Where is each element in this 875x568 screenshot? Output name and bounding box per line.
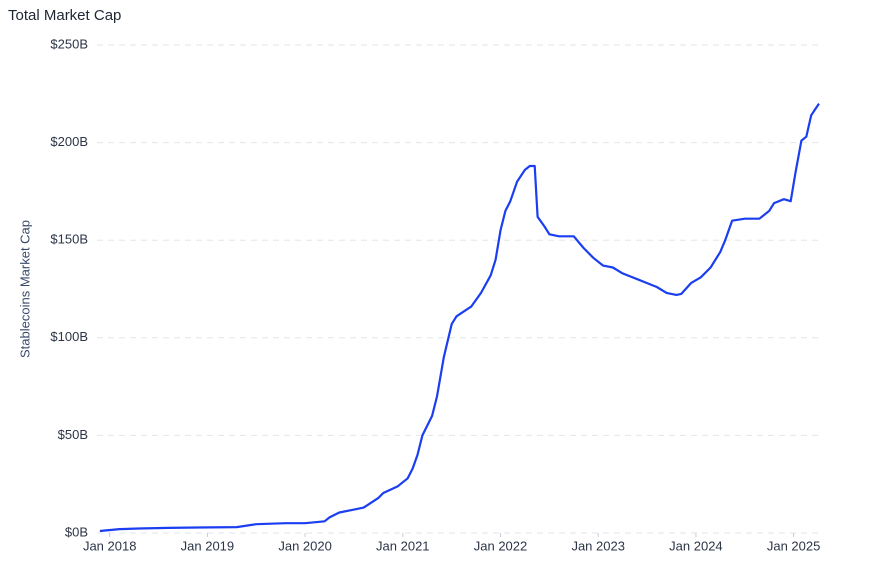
chart-title: Total Market Cap [8,7,121,24]
y-tick-label: $50B [58,427,88,442]
x-tick-label: Jan 2018 [83,538,137,553]
x-tick-label: Jan 2019 [181,538,235,553]
y-tick-label: $100B [50,329,88,344]
y-axis-title: Stablecoins Market Cap [17,220,32,358]
x-tick-label: Jan 2022 [474,538,528,553]
y-tick-label: $0B [65,524,88,539]
x-tick-label: Jan 2023 [571,538,625,553]
x-tick-label: Jan 2024 [669,538,723,553]
y-tick-label: $250B [50,36,88,51]
y-tick-label: $200B [50,134,88,149]
x-tick-label: Jan 2021 [376,538,430,553]
x-tick-label: Jan 2020 [278,538,332,553]
x-tick-label: Jan 2025 [767,538,821,553]
y-tick-label: $150B [50,232,88,247]
data-line [99,102,820,533]
